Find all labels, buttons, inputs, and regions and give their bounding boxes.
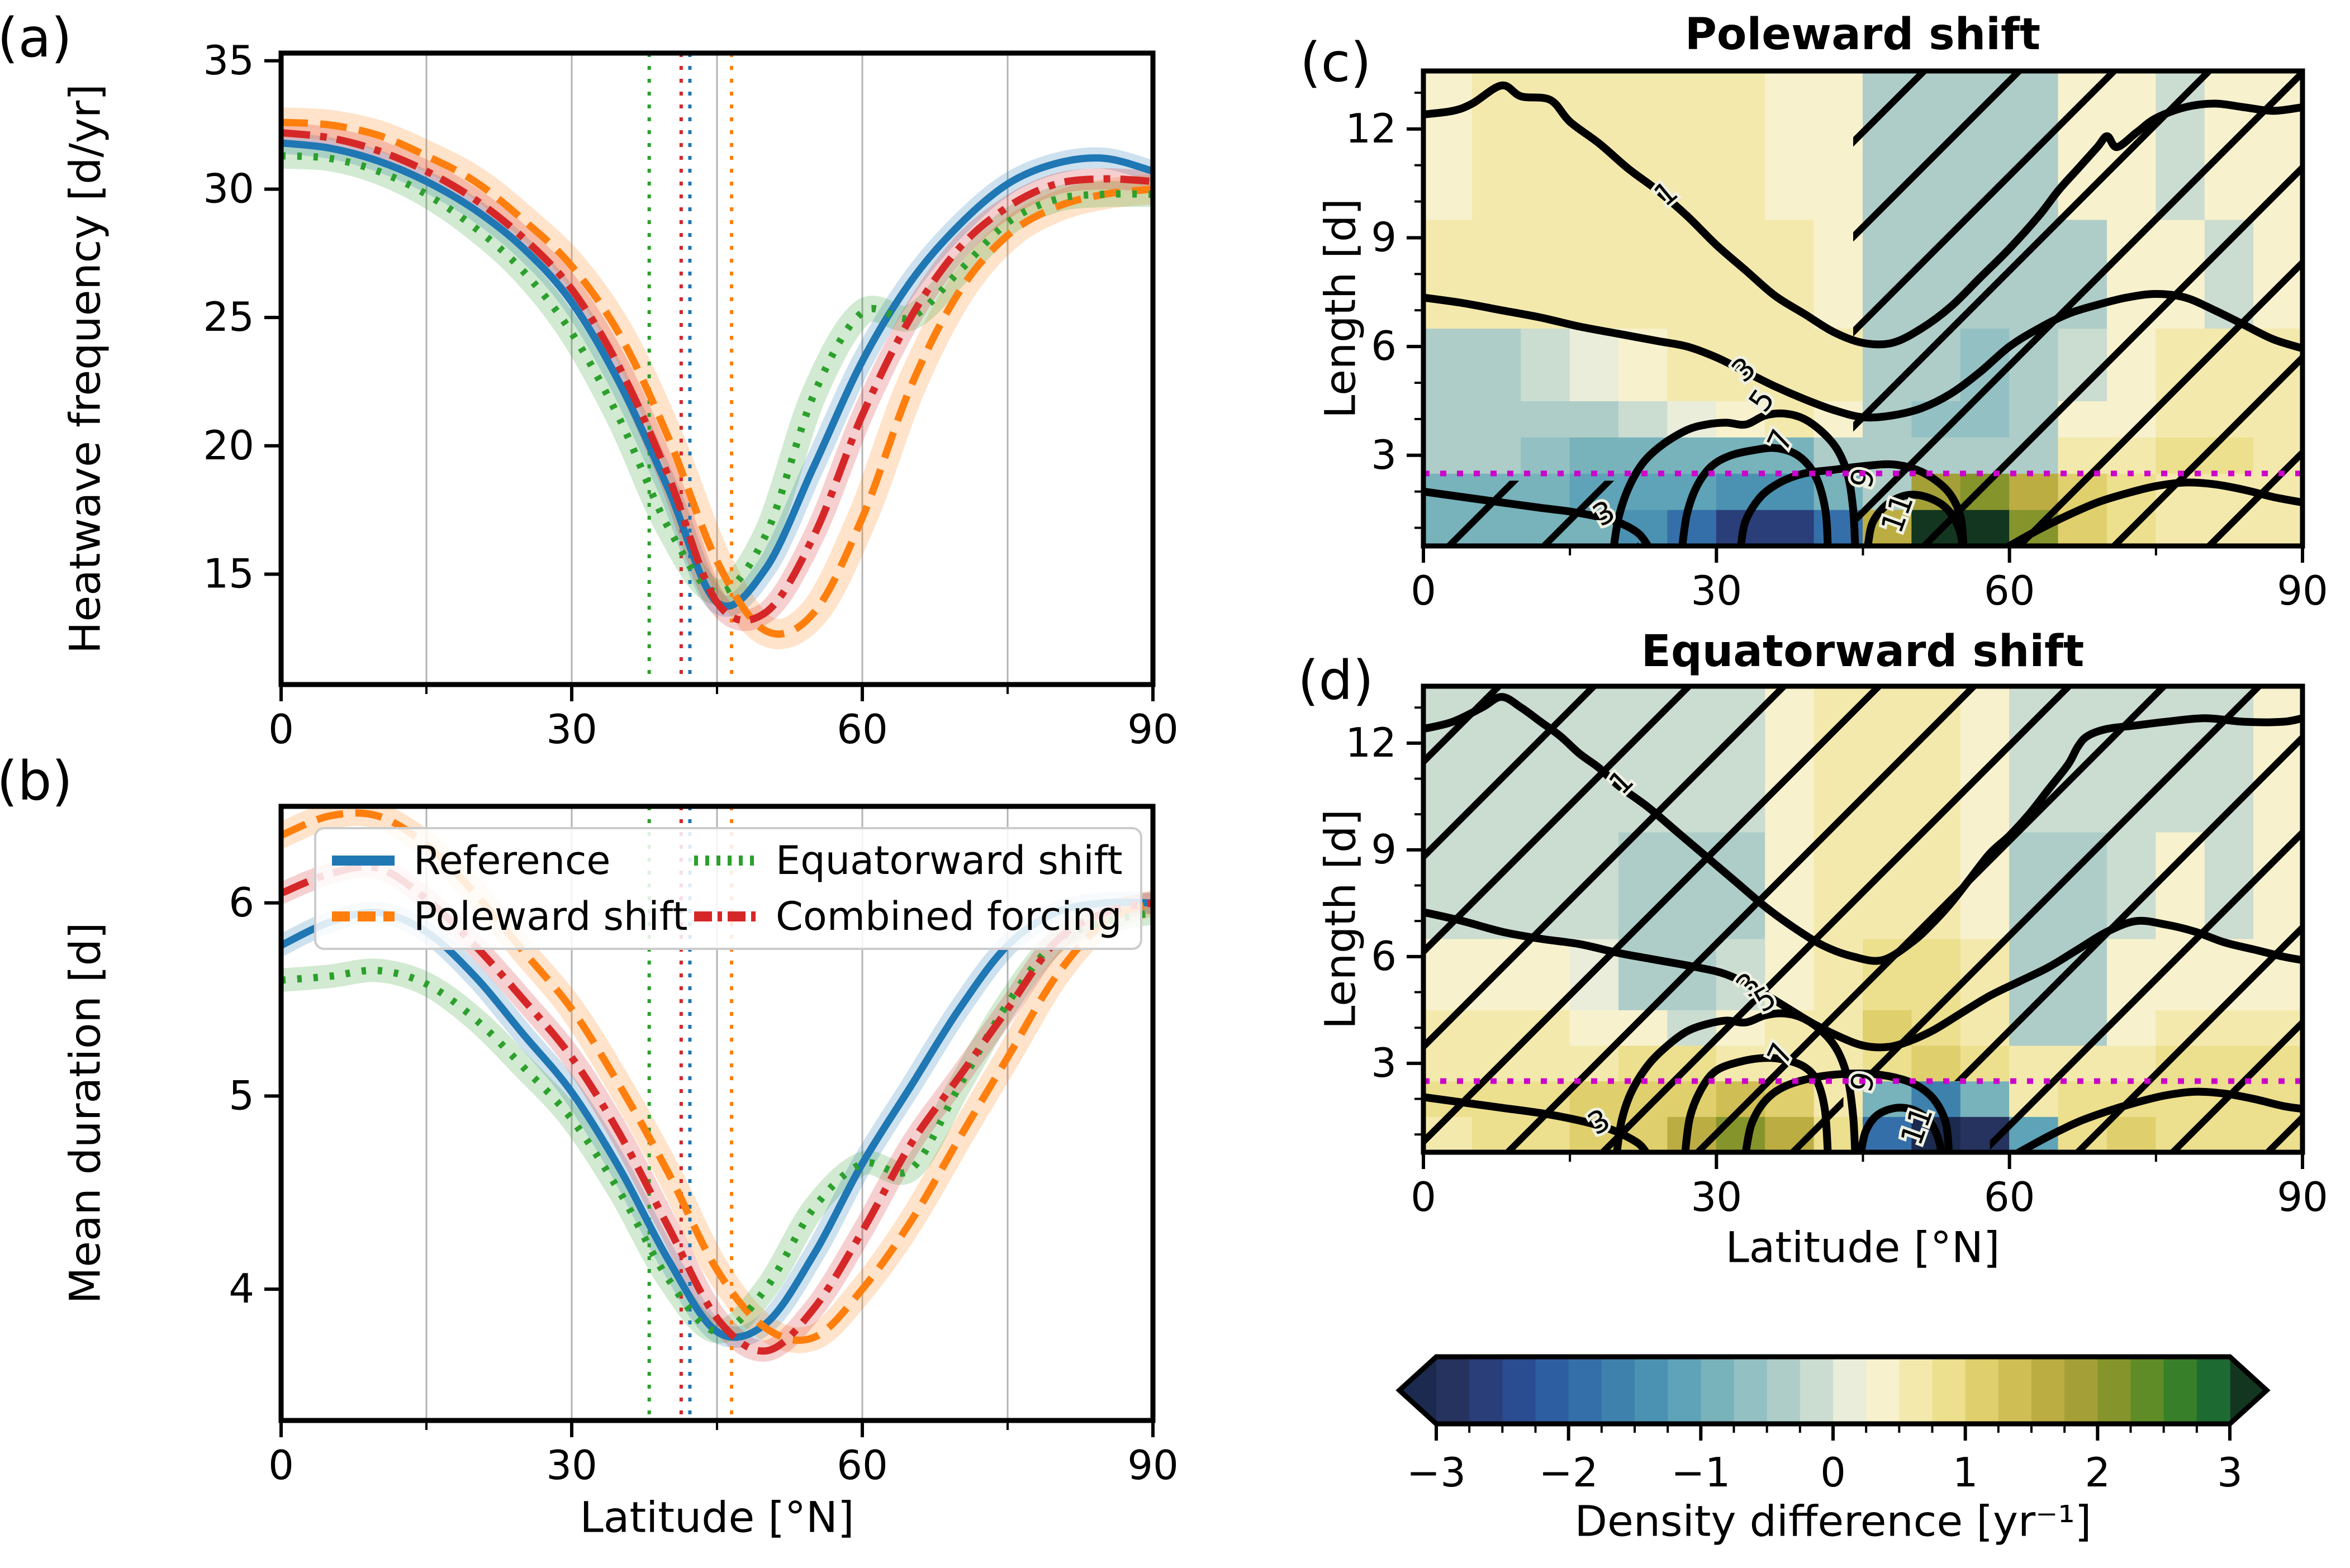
y-tick-label: 9: [1371, 213, 1397, 260]
x-tick-label: 30: [546, 1442, 597, 1489]
colorbar-tick-label: −2: [1539, 1449, 1598, 1496]
panel-d-ticks: 0 30 60 90 3 6 9 12: [1345, 706, 2328, 1220]
panel-b-ylabel: Mean duration [d]: [60, 922, 110, 1304]
contour-level-3: [1423, 1093, 1650, 1152]
contour-level-11: [1857, 1104, 1945, 1152]
colorbar-tick-label: −1: [1671, 1449, 1730, 1496]
legend-swatch-equatorward: [694, 856, 757, 866]
contour-level-11: [1864, 491, 1967, 546]
legend-label-equatorward: Equatorward shift: [776, 838, 1123, 883]
panel-c-letter: (c): [1300, 31, 1371, 94]
panel-b-letter: (b): [0, 750, 73, 812]
y-tick-label: 25: [203, 293, 254, 340]
y-tick-label: 5: [229, 1072, 254, 1119]
legend-entry-equatorward: Equatorward shift: [692, 838, 1127, 883]
contour-level-3: [1423, 487, 1652, 546]
legend-swatch-poleward: [332, 911, 395, 921]
panel-c-ylabel: Length [d]: [1315, 198, 1365, 419]
colorbar-tick-label: 3: [2217, 1449, 2243, 1496]
panel-c-title: Poleward shift: [1684, 9, 2041, 60]
contour-level-9: [1741, 1069, 1953, 1152]
y-tick-label: 6: [229, 879, 254, 926]
colorbar-label: Density difference [yr⁻¹]: [1574, 1496, 2092, 1546]
y-tick-label: 3: [1371, 431, 1397, 478]
panel-b-ticks: 0 30 60 90 4 5 6: [229, 879, 1179, 1489]
x-tick-label: 90: [2277, 567, 2328, 614]
contour-level-1: [1423, 81, 2302, 349]
contour-level-7: [1681, 1054, 1832, 1152]
colorbar-tick-label: −3: [1407, 1449, 1466, 1496]
colorbar-tick-label: 2: [2085, 1449, 2110, 1496]
y-tick-label: 6: [1371, 322, 1397, 369]
x-tick-label: 0: [1411, 1173, 1436, 1220]
colorbar-under-arrow: [1399, 1357, 1436, 1424]
legend-label-reference: Reference: [414, 838, 611, 883]
series-line-Combined forcing: [281, 129, 1153, 624]
x-tick-label: 0: [268, 1442, 294, 1489]
contour-level-7: [1678, 444, 1832, 546]
legend-label-poleward: Poleward shift: [414, 894, 688, 939]
contour-level-3: [2015, 1087, 2302, 1152]
series-line-Equatorward shift: [281, 152, 1153, 596]
contour-level-5: [1610, 409, 1859, 546]
contour-level-3: [2005, 478, 2302, 546]
contour-level-3: [1423, 908, 2302, 1052]
colorbar-tick-label: 0: [1820, 1449, 1846, 1496]
x-tick-label: 60: [1984, 567, 2035, 614]
y-tick-label: 15: [203, 550, 254, 597]
x-tick-label: 90: [1127, 706, 1179, 753]
panel-b-xlabel: Latitude [°N]: [580, 1492, 854, 1542]
contour-level-5: [1613, 1009, 1859, 1152]
legend-entry-reference: Reference: [330, 838, 692, 883]
y-tick-label: 3: [1371, 1039, 1397, 1086]
panel-d-letter: (d): [1298, 649, 1374, 712]
y-tick-label: 20: [203, 422, 254, 469]
legend-entry-poleward: Poleward shift: [330, 894, 692, 939]
y-tick-label: 6: [1371, 933, 1397, 980]
panel-a: [281, 53, 1153, 685]
x-tick-label: 0: [268, 706, 294, 753]
x-tick-label: 30: [1691, 1173, 1743, 1220]
panel-d-xlabel: Latitude [°N]: [1725, 1222, 2000, 1272]
legend-swatch-combined: [694, 911, 757, 921]
x-tick-label: 90: [2277, 1173, 2328, 1220]
panel-c-ticks: 0 30 60 90 3 6 9 12: [1345, 91, 2328, 614]
x-tick-label: 60: [1984, 1173, 2035, 1220]
contour-level-3: [1423, 290, 2302, 422]
panel-d-title: Equatorward shift: [1641, 626, 2085, 677]
y-tick-label: 35: [203, 37, 254, 84]
x-tick-label: 60: [837, 1442, 888, 1489]
panel-a-ticks: 0 30 60 90 15 20 25 30 35: [203, 37, 1178, 753]
x-tick-label: 0: [1411, 567, 1436, 614]
series-line-Poleward shift: [281, 118, 1153, 638]
legend-box: Reference Poleward shift Equatorward shi…: [314, 827, 1142, 950]
y-tick-label: 9: [1371, 826, 1397, 873]
panel-d-ylabel: Length [d]: [1315, 809, 1365, 1029]
y-tick-label: 30: [203, 165, 254, 212]
x-tick-label: 60: [837, 706, 888, 753]
contour-level-1: [1423, 693, 2302, 965]
y-tick-label: 4: [229, 1265, 254, 1312]
panel-a-ylabel: Heatwave frequency [d/yr]: [60, 84, 110, 654]
x-tick-label: 30: [1691, 567, 1743, 614]
colorbar-tick-label: 1: [1953, 1449, 1978, 1496]
legend-label-combined: Combined forcing: [776, 894, 1122, 939]
legend-swatch-reference: [332, 856, 395, 866]
y-tick-label: 12: [1345, 105, 1397, 152]
x-tick-label: 30: [546, 706, 597, 753]
x-tick-label: 90: [1127, 1442, 1179, 1489]
colorbar: −3 −2 −1 0 1 2 3: [1395, 1354, 2271, 1496]
colorbar-over-arrow: [2230, 1357, 2267, 1424]
legend-entry-combined: Combined forcing: [692, 894, 1127, 939]
panel-a-letter: (a): [0, 7, 72, 69]
y-tick-label: 12: [1345, 719, 1397, 766]
contour-level-9: [1737, 460, 1968, 546]
